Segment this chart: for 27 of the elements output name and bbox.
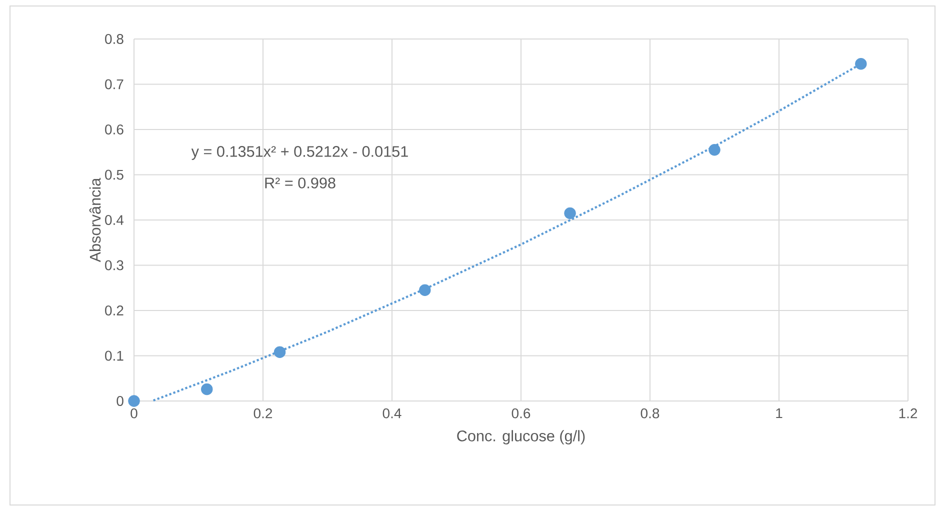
y-tick-label: 0.1 xyxy=(105,350,124,361)
point xyxy=(564,207,576,220)
point xyxy=(708,144,720,156)
point xyxy=(855,58,867,70)
x-tick-label: 0.8 xyxy=(640,408,660,418)
point xyxy=(274,346,286,358)
x-tick-label: 0.6 xyxy=(512,408,530,418)
y-tick-label: 0.8 xyxy=(105,34,124,44)
y-tick-label: 0.5 xyxy=(105,170,124,180)
y-axis-title: Absorvância xyxy=(89,178,101,262)
point xyxy=(201,383,213,396)
x-tick-label: 1 xyxy=(776,408,782,418)
x-axis-title: Conc. glucose (g/l) xyxy=(457,430,585,444)
x-tick-label: 0.4 xyxy=(382,408,402,418)
y-tick-label: 0.4 xyxy=(105,215,124,225)
x-tick-label: 0 xyxy=(130,408,138,418)
y-tick-label: 0.6 xyxy=(105,124,124,134)
x-tick-label: 0.2 xyxy=(254,408,272,418)
y-tick-label: 0.7 xyxy=(105,79,124,90)
y-tick-label: 0.2 xyxy=(105,306,124,316)
x-tick-label: 1.2 xyxy=(899,408,918,418)
point xyxy=(419,284,431,296)
point xyxy=(128,395,140,407)
y-tick-label: 0 xyxy=(116,396,124,406)
annotation: R² = 0.998 xyxy=(265,178,336,188)
y-tick-label: 0.3 xyxy=(105,260,124,270)
annotation: y = 0.1351x² + 0.5212x - 0.0151 xyxy=(191,146,408,160)
